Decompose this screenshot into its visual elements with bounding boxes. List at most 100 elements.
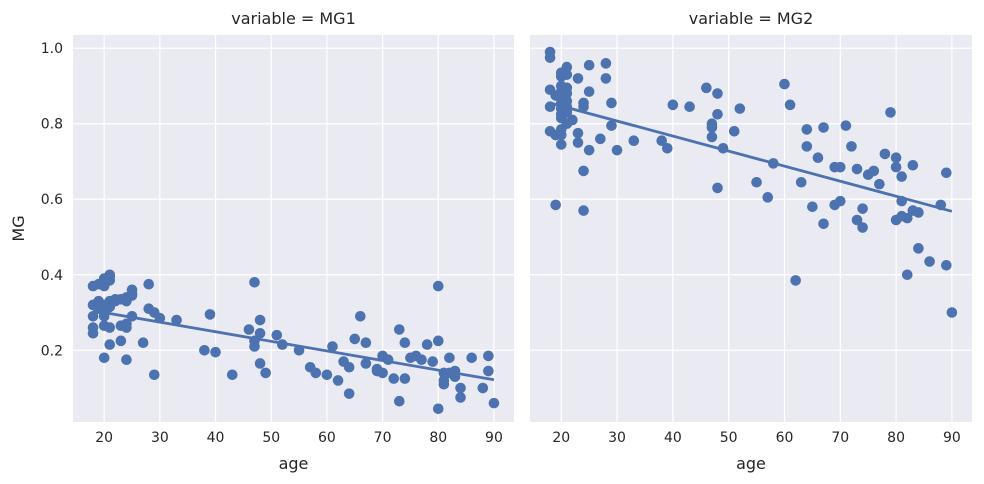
- plot-area: [530, 35, 972, 422]
- x-tick-label: 80: [429, 430, 447, 446]
- data-point: [611, 144, 623, 156]
- data-point: [432, 335, 444, 347]
- data-point: [271, 329, 283, 341]
- data-point: [260, 367, 271, 379]
- data-point: [126, 290, 138, 301]
- data-point: [879, 148, 891, 160]
- x-tick-label: 50: [720, 430, 738, 446]
- data-point: [606, 120, 617, 131]
- data-point: [254, 327, 266, 339]
- data-point: [399, 337, 411, 349]
- data-point: [818, 218, 829, 230]
- data-point: [343, 388, 355, 399]
- data-point: [377, 367, 388, 379]
- plot-area: [73, 35, 514, 422]
- data-point: [121, 354, 132, 366]
- data-point: [98, 352, 110, 364]
- data-point: [846, 141, 857, 152]
- data-point: [561, 69, 573, 80]
- data-point: [226, 369, 238, 381]
- data-point: [148, 369, 160, 381]
- x-tick-label: 80: [887, 430, 905, 446]
- data-point: [784, 99, 796, 111]
- data-point: [901, 212, 913, 224]
- data-point: [550, 199, 561, 211]
- x-tick-label: 30: [151, 430, 169, 446]
- data-point: [343, 361, 355, 373]
- data-point: [712, 88, 723, 99]
- y-tick-label: 0.2: [41, 343, 63, 359]
- data-point: [444, 352, 455, 364]
- data-point: [706, 122, 718, 133]
- data-point: [393, 395, 405, 407]
- data-point: [840, 120, 852, 131]
- data-point: [578, 101, 589, 113]
- data-point: [578, 205, 589, 216]
- data-point: [477, 382, 489, 394]
- data-point: [555, 139, 567, 150]
- panel-mg2: 20 30 40 50 60 70 80 90 variable = MG2 age: [530, 9, 972, 473]
- data-point: [321, 369, 333, 381]
- x-tick-label: 20: [552, 430, 570, 446]
- data-point: [924, 256, 935, 267]
- data-point: [868, 165, 880, 177]
- data-point: [812, 152, 824, 164]
- x-axis-label: age: [279, 454, 309, 473]
- data-point: [941, 167, 952, 179]
- data-point: [572, 127, 584, 139]
- data-point: [87, 310, 99, 322]
- data-point: [115, 335, 127, 347]
- y-tick-label: 0.8: [41, 117, 63, 133]
- data-point: [483, 365, 494, 377]
- data-point: [199, 344, 210, 356]
- data-point: [913, 243, 924, 254]
- data-point: [249, 277, 260, 288]
- data-point: [583, 144, 595, 156]
- data-point: [254, 314, 266, 326]
- data-point: [801, 141, 813, 152]
- data-point: [583, 86, 595, 97]
- regression-line: [549, 101, 953, 213]
- data-point: [544, 52, 556, 63]
- panel-title: variable = MG1: [231, 9, 356, 28]
- data-point: [807, 201, 818, 213]
- data-point: [656, 135, 668, 147]
- x-tick-label: 60: [318, 430, 336, 446]
- data-point: [143, 278, 155, 290]
- data-point: [661, 142, 673, 154]
- data-point: [393, 324, 405, 335]
- data-point: [572, 73, 584, 84]
- data-point: [561, 107, 573, 118]
- data-point: [561, 88, 573, 99]
- data-point: [706, 131, 718, 143]
- data-point: [360, 358, 372, 369]
- data-point: [779, 78, 790, 90]
- data-point: [885, 107, 896, 118]
- data-point: [310, 367, 322, 379]
- data-point: [432, 403, 444, 415]
- regression-line: [92, 309, 495, 382]
- data-point: [421, 339, 433, 350]
- data-point: [857, 222, 868, 233]
- data-point: [87, 327, 99, 339]
- data-point: [578, 165, 589, 177]
- x-tick-label: 70: [374, 430, 392, 446]
- data-point: [210, 346, 221, 358]
- x-tick-label: 40: [664, 430, 682, 446]
- data-point: [583, 59, 595, 71]
- data-point: [555, 129, 567, 141]
- data-point: [572, 137, 584, 148]
- y-tick-label: 0.4: [41, 268, 63, 284]
- x-tick-label: 30: [608, 430, 626, 446]
- data-point: [701, 82, 712, 94]
- x-tick-label: 90: [943, 430, 961, 446]
- data-point: [834, 195, 846, 207]
- data-point: [834, 161, 846, 173]
- data-point: [606, 97, 617, 109]
- data-point: [332, 375, 344, 386]
- data-point: [595, 133, 606, 145]
- data-point: [890, 152, 902, 164]
- panel-mg1: 20 30 40 50 60 70 80 90 0.2 0.4 0.6 0.8 1.0 variable …: [41, 9, 514, 473]
- x-axis-label: age: [736, 454, 766, 473]
